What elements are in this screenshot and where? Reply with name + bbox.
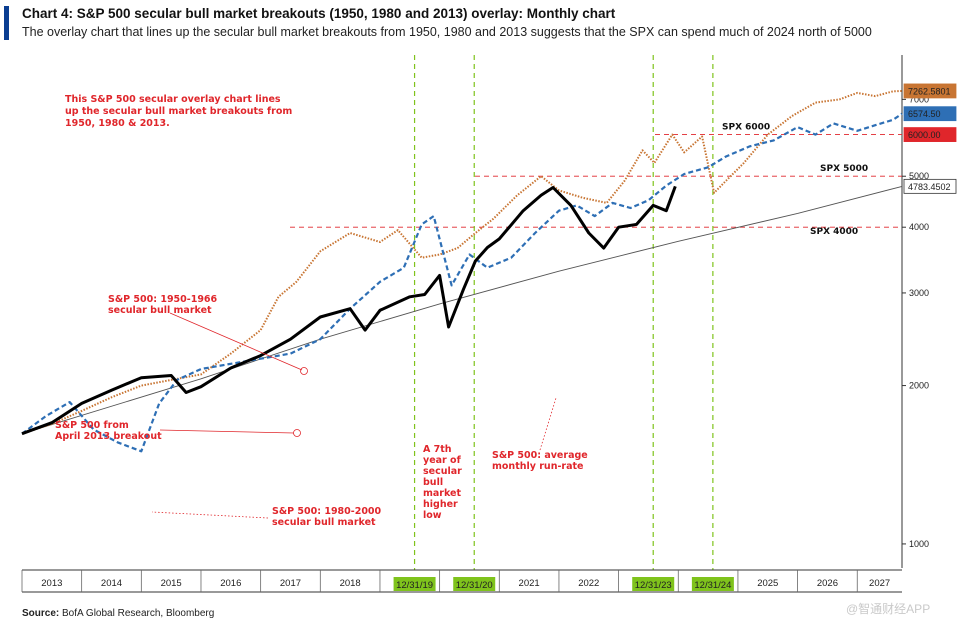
annotation-text: bull (423, 477, 443, 488)
chart-subtitle: The overlay chart that lines up the secu… (22, 25, 872, 39)
leader-line (159, 429, 295, 434)
value-tag-label: 7262.5801 (908, 86, 951, 96)
x-tick-label: 2014 (101, 578, 122, 589)
date-tag-bg (393, 577, 436, 591)
date-tag-label: 12/31/24 (694, 580, 731, 591)
y-tick-label: 4000 (909, 222, 929, 232)
leader-line (151, 511, 269, 519)
annotation-text: secular bull market (108, 305, 212, 316)
date-tag-label: 12/31/19 (396, 580, 433, 591)
annotation-text: low (423, 510, 442, 521)
value-tag-label: 6574.50 (908, 109, 941, 119)
source-label: Source: (22, 608, 60, 619)
value-tag-label: 4783.4502 (908, 182, 951, 192)
source-text: BofA Global Research, Bloomberg (62, 608, 215, 619)
series-line (21, 112, 903, 453)
annotation-text: up the secular bull market breakouts fro… (65, 106, 292, 117)
leader-line (539, 397, 557, 451)
x-tick-label: 2015 (161, 578, 182, 589)
date-tag-bg (453, 577, 496, 591)
annotation-text: S&P 500: average (492, 450, 588, 461)
annotation-text: S&P 500: 1980-2000 (272, 506, 382, 517)
series-line (21, 90, 903, 435)
series-line (21, 185, 903, 435)
leader-dot (293, 429, 301, 437)
x-tick-label: 2013 (41, 578, 62, 589)
x-tick-label: 2027 (869, 578, 890, 589)
annotation-text: S&P 500: 1950-1966 (108, 294, 218, 305)
level-label-4000: SPX 4000 (810, 227, 858, 237)
annotation-text: This S&P 500 secular overlay chart lines (65, 94, 281, 105)
chart-title: Chart 4: S&P 500 secular bull market bre… (22, 6, 616, 21)
date-tag-label: 12/31/20 (456, 580, 493, 591)
leader-dot (300, 367, 308, 375)
annotation-text: market (423, 488, 462, 499)
annotation-text: monthly run-rate (492, 461, 583, 472)
x-tick-label: 2018 (340, 578, 361, 589)
x-tick-label: 2017 (280, 578, 301, 589)
series-line (21, 185, 677, 436)
value-tag-bg (903, 127, 957, 142)
x-tick-label: 2021 (519, 578, 540, 589)
leader-line (169, 312, 303, 371)
x-tick-label: 2025 (757, 578, 778, 589)
value-tag-bg (903, 83, 957, 99)
value-tag-bg (903, 106, 957, 122)
accent-bar (4, 6, 9, 40)
value-tag-label: 6000.00 (908, 130, 941, 140)
y-tick-label: 7000 (909, 94, 929, 104)
level-label-6000: SPX 6000 (722, 123, 770, 133)
y-tick-label: 2000 (909, 381, 929, 391)
date-tag-label: 12/31/23 (635, 580, 672, 591)
annotation-text: year of (423, 455, 462, 466)
date-tag-bg (632, 577, 675, 591)
x-tick-label: 2016 (220, 578, 241, 589)
annotation-text: A 7th (423, 444, 452, 455)
x-tick-label: 2022 (578, 578, 599, 589)
x-tick-label: 2026 (817, 578, 838, 589)
annotation-text: April 2013 breakout (55, 431, 162, 442)
source-note: Source: BofA Global Research, Bloomberg (22, 608, 214, 619)
y-tick-label: 3000 (909, 288, 929, 298)
level-label-5000: SPX 5000 (820, 164, 868, 174)
annotation-text: 1950, 1980 & 2013. (65, 118, 170, 129)
date-tag-bg (691, 577, 734, 591)
value-tag-bg (903, 178, 957, 194)
annotation-text: secular (423, 466, 462, 477)
y-tick-label: 1000 (909, 539, 929, 549)
annotation-text: secular bull market (272, 517, 376, 528)
annotation-text: S&P 500 from (55, 420, 129, 431)
annotation-text: higher (423, 499, 458, 510)
y-tick-label: 5000 (909, 171, 929, 181)
watermark: @智通财经APP (846, 602, 931, 616)
